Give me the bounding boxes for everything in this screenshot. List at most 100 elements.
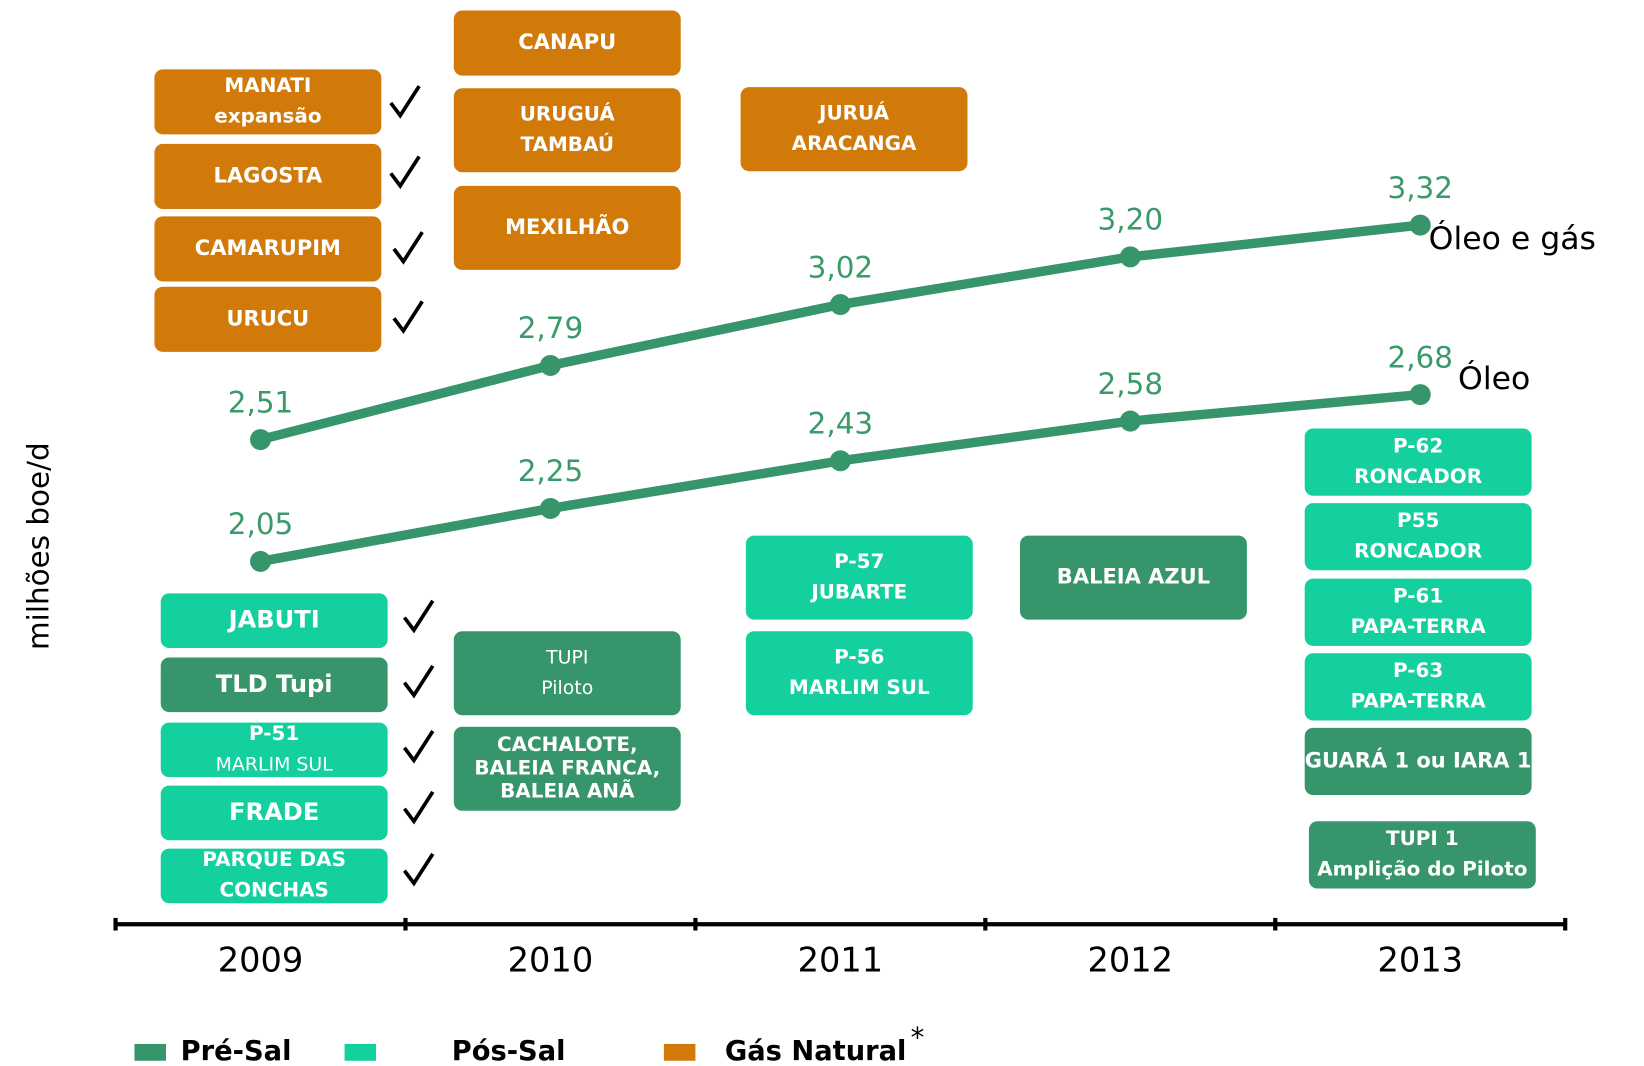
project-box [453,185,681,270]
project-box [740,87,968,172]
value-label: 3,20 [1098,203,1163,237]
project-label: BALEIA ANÃ [500,778,635,802]
project-box [453,631,681,716]
project-box [745,535,973,620]
check-mark [389,155,421,190]
project-label: FRADE [229,798,319,826]
project-box [1308,821,1536,889]
project-box [154,286,382,352]
legend-footnote: * [911,1023,925,1054]
project-label: PAPA-TERRA [1351,614,1487,638]
project-box [1304,428,1532,496]
project-label: expansão [214,104,321,128]
project-label: CONCHAS [219,878,328,902]
value-label: 2,43 [808,407,873,441]
value-label: 2,05 [228,507,293,541]
value-label: 2,58 [1098,367,1163,401]
legend-label: Pós-Sal [452,1036,566,1066]
check-mark [402,664,435,699]
project-label: GUARÁ 1 ou IARA 1 [1305,747,1532,772]
project-box [160,848,388,904]
data-point [539,497,561,519]
data-point [1119,410,1141,432]
x-tick-label: 2012 [1088,941,1174,980]
legend-label: Gás Natural [725,1036,907,1066]
project-box [154,216,382,282]
project-label: P-61 [1393,584,1443,608]
project-label: ARACANGA [792,131,917,155]
check-mark [389,85,421,119]
legend-swatch [344,1043,377,1061]
project-label: TUPI [545,646,588,668]
project-box [160,657,388,713]
project-box [160,722,388,778]
value-label: 2,25 [518,454,583,488]
value-label: 2,68 [1388,340,1453,374]
project-label: MANATI [224,73,311,97]
y-axis-label: milhões boe/d [21,442,55,650]
data-point [250,550,272,572]
check-mark [392,231,424,265]
project-label: TUPI 1 [1386,826,1459,850]
data-point [250,429,272,451]
project-box [453,10,681,76]
project-box [1304,727,1532,796]
x-tick-label: 2013 [1377,941,1463,980]
project-box [154,143,382,209]
value-label: 2,51 [228,385,293,419]
project-label: CANAPU [518,30,616,54]
project-label: JURUÁ [817,100,890,124]
project-label: P-51 [249,721,299,745]
project-label: RONCADOR [1354,538,1482,562]
check-mark [402,790,435,825]
value-label: 3,32 [1388,171,1453,205]
value-label: 3,02 [808,250,873,284]
project-box [154,69,382,135]
project-box [1020,535,1247,620]
data-point [539,354,561,376]
check-mark [402,729,435,764]
project-label: P-56 [834,644,884,668]
project-label: LAGOSTA [213,163,323,187]
x-tick-label: 2011 [798,941,884,980]
project-box [1304,503,1532,571]
project-label: CACHALOTE, [497,732,638,756]
project-box [745,631,973,716]
project-label: PARQUE DAS [202,847,346,871]
check-mark [392,300,424,335]
data-point [829,294,851,316]
value-label: 2,79 [518,311,583,345]
project-label: MEXILHÃO [505,214,629,239]
data-point [1409,384,1431,406]
data-point [1119,246,1141,268]
project-label: P-62 [1393,433,1443,457]
x-tick-label: 2009 [218,941,304,980]
project-label: JUBARTE [809,579,907,603]
project-box [453,88,681,173]
series-name: Óleo [1458,358,1530,397]
data-point [1409,214,1431,236]
project-label: URUCU [226,306,309,330]
check-mark [402,852,435,887]
project-label: TLD Tupi [216,670,333,698]
project-label: P-57 [834,549,884,573]
project-label: P55 [1397,508,1439,532]
project-box [453,726,681,811]
project-label: PAPA-TERRA [1351,689,1487,713]
project-box [160,593,388,649]
project-label: Amplição do Piloto [1317,857,1527,881]
project-box [1304,578,1532,646]
legend-swatch [134,1043,166,1061]
project-box [1304,653,1532,721]
project-label: RONCADOR [1354,464,1482,488]
project-label: P-63 [1393,658,1443,682]
project-label: Piloto [541,677,593,699]
project-label: BALEIA AZUL [1057,565,1210,589]
legend-label: Pré-Sal [181,1036,292,1066]
x-tick-label: 2010 [508,941,594,980]
project-label: BALEIA FRANCA, [474,755,660,779]
data-point [829,450,851,472]
check-mark [402,599,435,634]
